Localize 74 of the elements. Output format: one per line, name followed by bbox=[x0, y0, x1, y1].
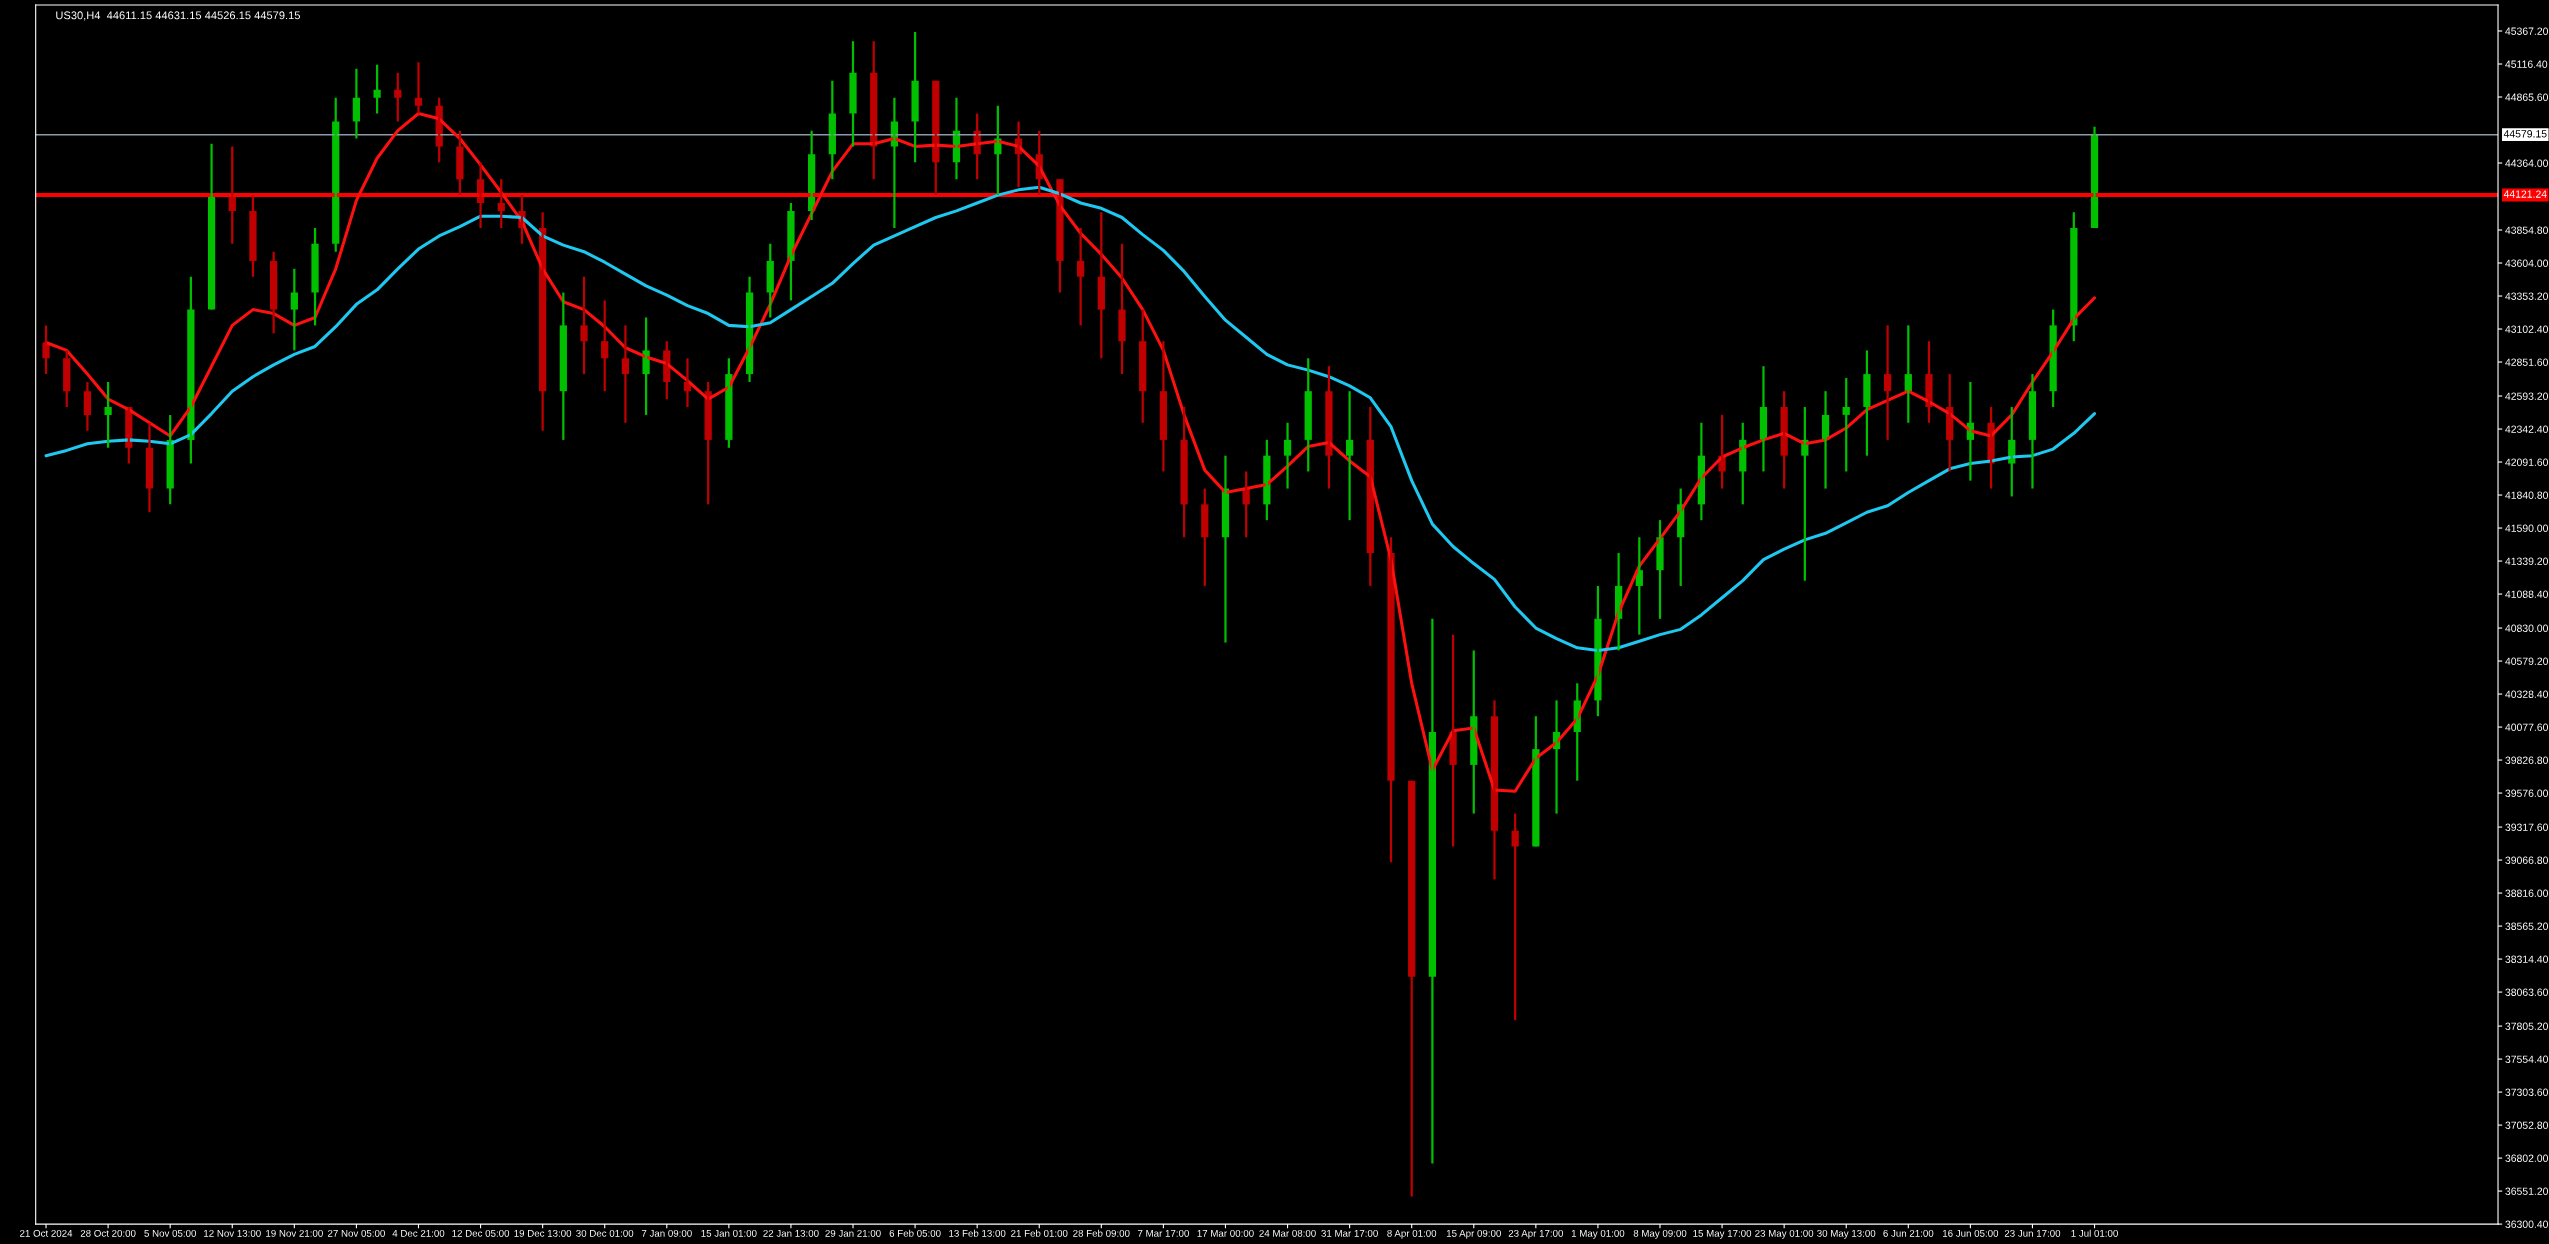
y-tick-label: 45116.40 bbox=[2505, 60, 2548, 68]
x-tick-label: 21 Feb 01:00 bbox=[1011, 1229, 1068, 1237]
y-tick-label: 41840.80 bbox=[2505, 491, 2548, 499]
y-tick-label: 38063.60 bbox=[2505, 988, 2548, 996]
x-tick-label: 7 Jan 09:00 bbox=[641, 1229, 692, 1237]
x-tick-label: 23 May 01:00 bbox=[1755, 1229, 1814, 1239]
ref-line-label: 44579.15 bbox=[2503, 130, 2547, 138]
x-tick-label: 22 Jan 13:00 bbox=[763, 1229, 819, 1237]
y-tick-label: 39826.80 bbox=[2505, 756, 2548, 764]
x-tick-label: 28 Oct 20:00 bbox=[80, 1229, 136, 1237]
y-tick-label: 43854.80 bbox=[2505, 226, 2548, 234]
y-tick-label: 41590.00 bbox=[2505, 524, 2548, 532]
line-series bbox=[44, 112, 2097, 793]
y-tick-label: 43353.20 bbox=[2505, 292, 2548, 300]
y-tick-label: 44865.60 bbox=[2505, 93, 2548, 101]
y-tick-label: 38314.40 bbox=[2505, 955, 2548, 963]
x-tick-label: 31 Mar 17:00 bbox=[1321, 1229, 1378, 1237]
y-tick-label: 42593.20 bbox=[2505, 392, 2548, 400]
y-tick-label: 39317.60 bbox=[2505, 823, 2548, 831]
y-tick-label: 42851.60 bbox=[2505, 358, 2548, 366]
x-tick-label: 27 Nov 05:00 bbox=[327, 1229, 385, 1237]
x-tick-label: 5 Nov 05:00 bbox=[144, 1229, 197, 1237]
x-tick-label: 12 Nov 13:00 bbox=[204, 1229, 261, 1237]
x-tick-label: 15 May 17:00 bbox=[1693, 1229, 1752, 1239]
y-tick-label: 45367.20 bbox=[2505, 27, 2548, 35]
x-tick-label: 17 Mar 00:00 bbox=[1197, 1229, 1254, 1237]
x-tick-label: 29 Jan 21:00 bbox=[825, 1229, 881, 1237]
x-tick-label: 23 Jun 17:00 bbox=[2004, 1229, 2061, 1237]
y-tick-label: 40328.40 bbox=[2505, 690, 2548, 698]
y-tick-label: 37805.20 bbox=[2505, 1022, 2548, 1030]
x-tick-label: 24 Mar 08:00 bbox=[1259, 1229, 1316, 1237]
x-tick-label: 19 Nov 21:00 bbox=[266, 1229, 323, 1237]
x-tick-label: 28 Feb 09:00 bbox=[1073, 1229, 1130, 1237]
y-tick-label: 42091.60 bbox=[2505, 458, 2548, 466]
x-tick-label: 15 Apr 09:00 bbox=[1446, 1229, 1501, 1239]
y-tick-label: 37303.60 bbox=[2505, 1088, 2548, 1096]
x-tick-label: 1 May 01:00 bbox=[1571, 1229, 1625, 1239]
x-tick-label: 1 Jul 01:00 bbox=[2071, 1229, 2118, 1237]
x-tick-label: 30 Dec 01:00 bbox=[576, 1229, 634, 1237]
y-tick-label: 42342.40 bbox=[2505, 425, 2548, 433]
x-tick-label: 12 Dec 05:00 bbox=[452, 1229, 510, 1237]
x-tick-label: 15 Jan 01:00 bbox=[701, 1229, 757, 1237]
x-tick-label: 16 Jun 05:00 bbox=[1943, 1229, 1999, 1237]
x-tick-label: 7 Mar 17:00 bbox=[1137, 1229, 1189, 1237]
x-tick-label: 8 Apr 01:00 bbox=[1387, 1229, 1437, 1239]
x-tick-label: 8 May 09:00 bbox=[1633, 1229, 1687, 1239]
chart-title: US30,H4 44611.15 44631.15 44526.15 44579.15 bbox=[56, 11, 300, 21]
y-tick-label: 41088.40 bbox=[2505, 590, 2548, 598]
y-tick-label: 37052.80 bbox=[2505, 1121, 2548, 1129]
y-tick-label: 43604.00 bbox=[2505, 259, 2548, 267]
x-tick-label: 6 Feb 05:00 bbox=[889, 1229, 941, 1237]
y-tick-label: 36802.00 bbox=[2505, 1154, 2548, 1162]
x-tick-label: 6 Jun 21:00 bbox=[1883, 1229, 1934, 1237]
y-tick-label: 40077.60 bbox=[2505, 723, 2548, 731]
y-tick-label: 38565.20 bbox=[2505, 922, 2548, 930]
y-tick-label: 40830.00 bbox=[2505, 624, 2548, 632]
x-tick-label: 30 May 13:00 bbox=[1817, 1229, 1876, 1239]
y-tick-label: 38816.00 bbox=[2505, 889, 2548, 897]
x-tick-label: 21 Oct 2024 bbox=[20, 1229, 73, 1237]
y-tick-label: 41339.20 bbox=[2505, 557, 2548, 565]
y-tick-label: 37554.40 bbox=[2505, 1055, 2548, 1063]
y-tick-label: 36551.20 bbox=[2505, 1187, 2548, 1195]
y-tick-label: 39576.00 bbox=[2505, 789, 2548, 797]
y-tick-label: 39066.80 bbox=[2505, 856, 2548, 864]
y-tick-label: 36300.40 bbox=[2505, 1220, 2548, 1228]
ref-line-label: 44121.24 bbox=[2503, 190, 2547, 198]
y-tick-label: 44364.00 bbox=[2505, 159, 2548, 167]
y-tick-label: 40579.20 bbox=[2505, 657, 2548, 665]
x-tick-label: 4 Dec 21:00 bbox=[392, 1229, 445, 1237]
x-tick-label: 23 Apr 17:00 bbox=[1508, 1229, 1564, 1239]
x-tick-label: 13 Feb 13:00 bbox=[949, 1229, 1006, 1237]
x-tick-label: 19 Dec 13:00 bbox=[514, 1229, 572, 1237]
y-tick-label: 43102.40 bbox=[2505, 325, 2548, 333]
line-series bbox=[44, 185, 2097, 652]
